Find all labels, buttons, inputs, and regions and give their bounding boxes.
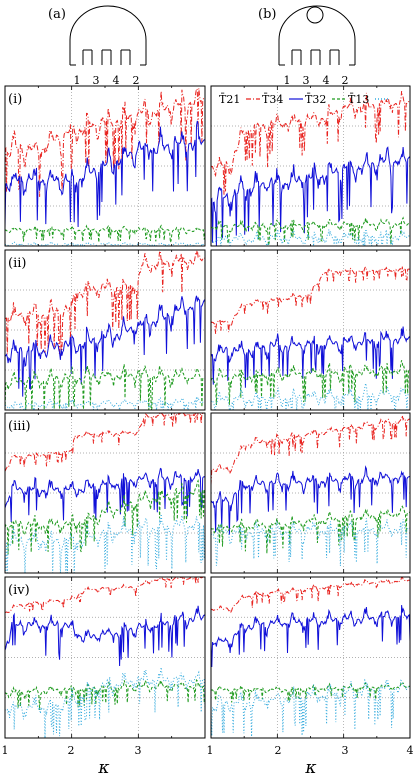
panel-1-0 — [210, 85, 411, 247]
schematic-b-lead-4: 4 — [323, 74, 330, 87]
schematic-b-label: (b) — [258, 7, 276, 22]
row-label-1: (i) — [8, 92, 22, 107]
series-T̄21-line — [211, 265, 410, 334]
schematic-a: (a) 1 3 4 2 — [48, 5, 147, 87]
schematic-a-lead-4: 4 — [113, 74, 120, 87]
panel-grid: (i) (ii) (iii) (iv) — [4, 85, 411, 739]
legend-label-t21: T̄21 — [219, 93, 240, 106]
series-T̄32-line — [211, 216, 410, 246]
panel-1-1 — [210, 249, 411, 411]
series-T̄21-line — [211, 415, 410, 486]
obstacle-circle — [306, 6, 324, 24]
series-T̄13-line — [5, 395, 205, 410]
series-T̄21-line — [5, 250, 205, 356]
series-T̄34-line — [5, 467, 205, 523]
series-T̄32-line — [5, 364, 205, 410]
schematic-b-lead-1: 1 — [284, 74, 291, 87]
series-T̄34-line — [211, 146, 410, 246]
series-T̄34-line — [211, 605, 410, 668]
panel-0-0: (i) — [4, 85, 206, 247]
legend-label-t32: T̄32 — [305, 93, 326, 106]
series-T̄21-line — [5, 87, 205, 197]
row-label-3: (iii) — [8, 419, 31, 434]
series-T̄34-line — [211, 465, 410, 535]
series-T̄32-line — [211, 505, 410, 554]
series-T̄13-line — [211, 678, 410, 737]
schematic-a-lead-3: 3 — [93, 74, 100, 87]
series-T̄32-line — [5, 224, 205, 243]
series-T̄32-line — [211, 360, 410, 406]
series-T̄13-line — [211, 383, 410, 410]
x-tick-right-2: 2 — [275, 744, 282, 757]
series-T̄34-line — [5, 295, 205, 397]
legend-label-t34: T̄34 — [262, 93, 283, 106]
x-tick-left-3: 3 — [135, 744, 142, 757]
schematic-b-lead-2: 2 — [342, 74, 349, 87]
series-T̄32-line — [211, 681, 410, 703]
schematic-a-label: (a) — [48, 7, 66, 22]
x-axis-label-left: κ — [97, 758, 109, 777]
series-T̄34-line — [5, 605, 205, 667]
panel-0-1: (ii) — [4, 249, 206, 411]
x-axis-label-right: κ — [304, 758, 316, 777]
legend-label-t13: T̄13 — [348, 93, 369, 106]
series-T̄21-line — [5, 577, 205, 614]
series-T̄13-line — [5, 513, 205, 573]
x-tick-right-4: 4 — [407, 744, 414, 757]
panel-1-2 — [210, 412, 411, 574]
schematic-a-lead-1: 1 — [74, 74, 81, 87]
schematic-a-lead-2: 2 — [133, 74, 140, 87]
panel-0-2: (iii) — [4, 412, 206, 574]
x-tick-left-1: 1 — [2, 744, 9, 757]
panel-0-3: (iv) — [4, 576, 206, 739]
panel-1-3 — [210, 576, 411, 739]
series-T̄32-line — [5, 479, 205, 555]
x-tick-right-1: 1 — [207, 744, 214, 757]
row-label-2: (ii) — [8, 256, 26, 271]
series-T̄34-line — [211, 326, 410, 388]
series-T̄21-line — [211, 91, 410, 195]
series-T̄32-line — [5, 679, 205, 711]
series-T̄13-line — [5, 667, 205, 738]
series-T̄21-line — [211, 577, 410, 614]
x-tick-left-2: 2 — [68, 744, 75, 757]
series-T̄13-line — [211, 518, 410, 567]
row-label-4: (iv) — [8, 583, 30, 598]
series-T̄13-line — [211, 228, 410, 246]
schematic-b-lead-3: 3 — [303, 74, 310, 87]
legend: T̄21 T̄34 T̄32 T̄13 — [219, 93, 389, 106]
x-tick-right-3: 3 — [342, 744, 349, 757]
series-T̄34-line — [5, 120, 205, 228]
schematic-b: (b) 1 3 4 2 — [258, 5, 356, 87]
series-T̄21-line — [5, 413, 205, 472]
